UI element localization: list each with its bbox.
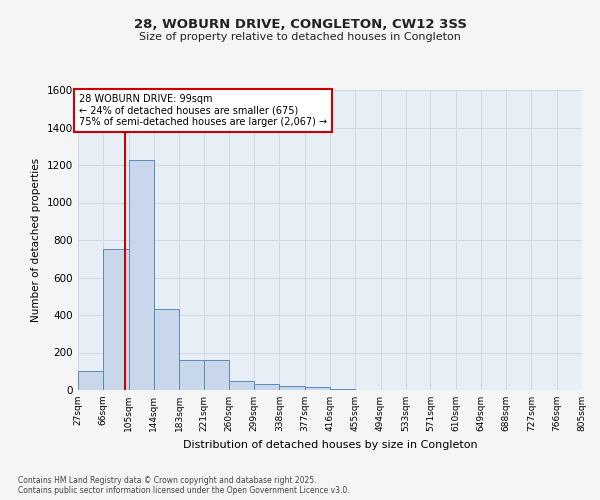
Text: Contains HM Land Registry data © Crown copyright and database right 2025.
Contai: Contains HM Land Registry data © Crown c… — [18, 476, 350, 495]
Text: 28 WOBURN DRIVE: 99sqm
← 24% of detached houses are smaller (675)
75% of semi-de: 28 WOBURN DRIVE: 99sqm ← 24% of detached… — [79, 94, 328, 127]
Bar — [330, 389, 355, 390]
Bar — [78, 371, 103, 390]
Bar — [179, 360, 203, 390]
Y-axis label: Number of detached properties: Number of detached properties — [31, 158, 41, 322]
Bar — [128, 160, 154, 390]
Bar — [229, 380, 254, 390]
Bar — [103, 250, 128, 390]
X-axis label: Distribution of detached houses by size in Congleton: Distribution of detached houses by size … — [182, 440, 478, 450]
Bar — [154, 310, 179, 390]
Bar — [305, 387, 330, 390]
Text: Size of property relative to detached houses in Congleton: Size of property relative to detached ho… — [139, 32, 461, 42]
Bar — [254, 384, 280, 390]
Text: 28, WOBURN DRIVE, CONGLETON, CW12 3SS: 28, WOBURN DRIVE, CONGLETON, CW12 3SS — [133, 18, 467, 30]
Bar — [203, 360, 229, 390]
Bar — [280, 386, 305, 390]
